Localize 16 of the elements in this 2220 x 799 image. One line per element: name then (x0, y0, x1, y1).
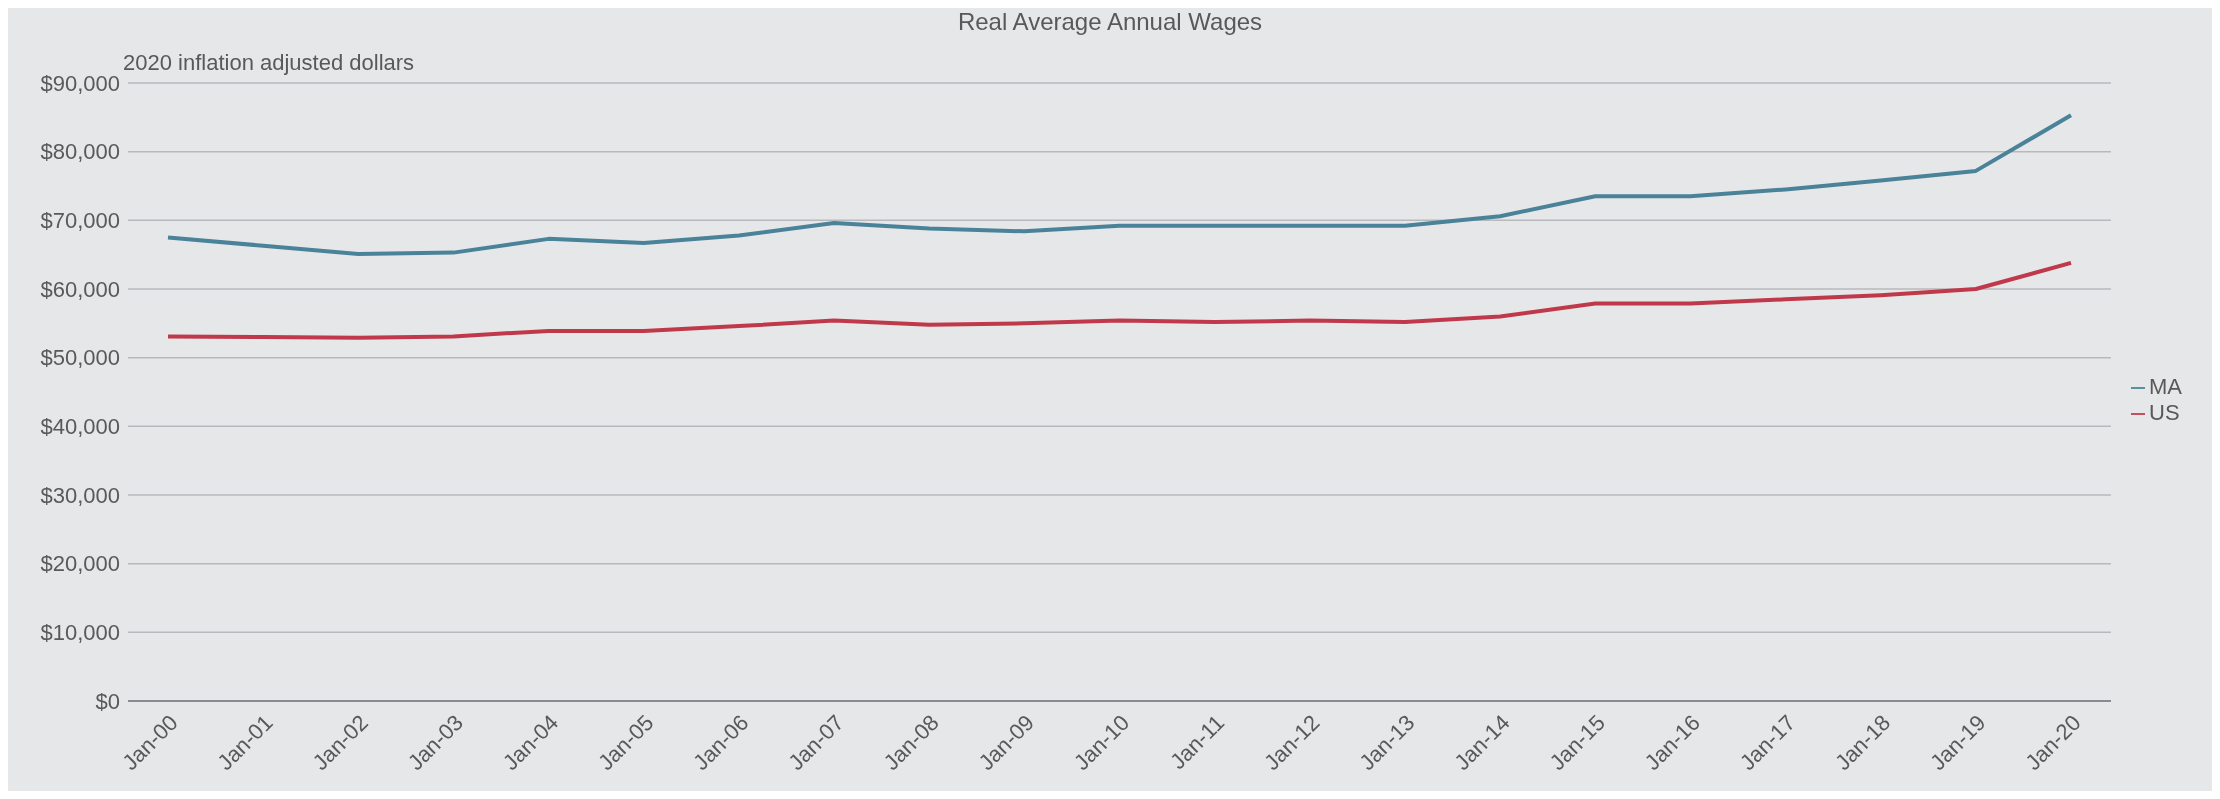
y-tick-label: $50,000 (40, 345, 120, 371)
y-tick-label: $80,000 (40, 139, 120, 165)
y-tick-label: $30,000 (40, 482, 120, 508)
y-tick-label: $0 (95, 688, 120, 714)
line-series (166, 113, 2073, 256)
line-series (166, 260, 2073, 340)
legend-label: MA (2149, 373, 2182, 399)
legend-label: US (2149, 399, 2180, 425)
chart-subtitle: 2020 inflation adjusted dollars (123, 50, 415, 76)
y-tick-label: $40,000 (40, 414, 120, 440)
y-tick-label: $10,000 (40, 620, 120, 646)
y-tick-label: $90,000 (40, 70, 120, 96)
y-tick-label: $70,000 (40, 208, 120, 234)
chart-title: Real Average Annual Wages (956, 8, 1264, 36)
y-tick-label: $20,000 (40, 551, 120, 577)
y-tick-label: $60,000 (40, 276, 120, 302)
